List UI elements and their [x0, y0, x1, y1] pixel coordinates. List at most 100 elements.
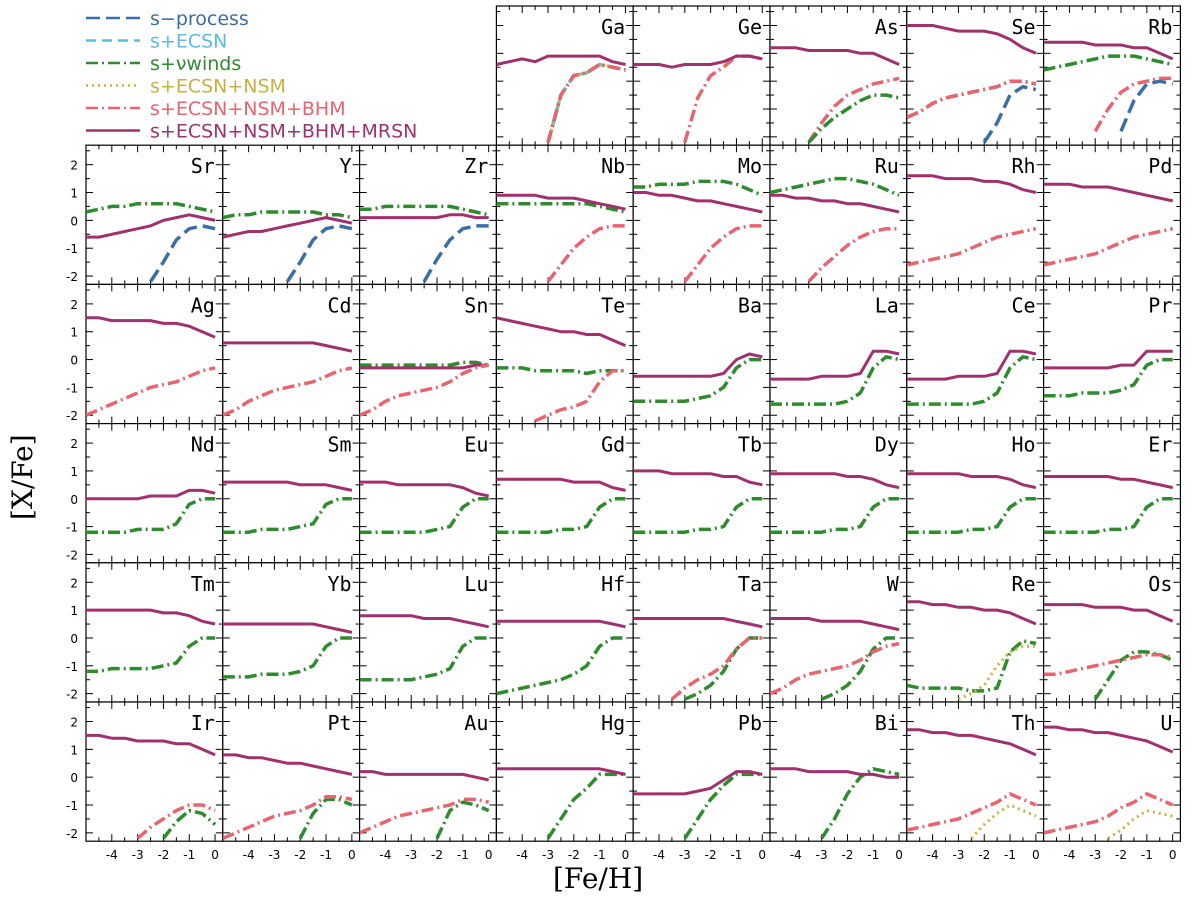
element-label: Eu — [464, 433, 488, 457]
legend-label: s+ECSN+NSM+BHM — [150, 98, 346, 120]
panel-frame — [906, 423, 1045, 564]
panel-Tm: Tm -2 -1 0 1 2 — [66, 562, 224, 703]
series-line-s+ECSN+NSM+BHM — [222, 366, 353, 417]
element-label: Nd — [191, 433, 215, 457]
y-tick-label: 0 — [70, 214, 78, 228]
x-tick-label: -4 — [653, 848, 665, 862]
series-line-s+ECSN+NSM+BHM — [359, 363, 490, 417]
panel-Hg: Hg -4 -3 -2 -1 0 — [495, 701, 634, 862]
series-line-s+ECSN+NSM+BHM+MRSN — [86, 608, 216, 626]
legend-label: s+νwinds — [150, 53, 241, 75]
panel-Yb: Yb — [222, 562, 361, 703]
panel-frame — [906, 283, 1045, 425]
y-tick-label: 2 — [70, 437, 78, 451]
panel-Lu: Lu — [359, 562, 498, 703]
panel-frame — [222, 562, 361, 703]
panel-frame — [1042, 562, 1181, 703]
y-tick-label: 0 — [70, 354, 78, 368]
panel-frame — [906, 5, 1045, 146]
panel-frame — [769, 562, 908, 703]
element-label: Pb — [738, 711, 762, 735]
element-label: Nb — [601, 154, 625, 178]
y-tick-label: -1 — [66, 521, 78, 535]
series-line-s+ECSN+NSM+BHM+MRSN — [633, 770, 763, 796]
panel-W: W — [769, 562, 908, 703]
panel-U: U -4 -3 -2 -1 0 — [1042, 701, 1181, 862]
panel-Eu: Eu — [359, 423, 498, 564]
element-label: Lu — [464, 572, 488, 596]
y-tick-label: -2 — [66, 270, 78, 284]
series-line-s+ECSN+NSM+BHM+MRSN — [496, 619, 626, 629]
panel-frame — [1042, 701, 1181, 842]
x-tick-label: -1 — [594, 848, 606, 862]
series-line-s+ECSN+NSM+BHM — [906, 226, 1037, 267]
x-tick-label: -3 — [268, 848, 280, 862]
panel-Te: Te — [495, 283, 634, 425]
y-tick-label: 2 — [70, 298, 78, 312]
panel-Au: Au -4 -3 -2 -1 0 — [359, 701, 498, 862]
series-line-s+ECSN+NSM+BHM — [906, 79, 1037, 120]
x-tick-label: -2 — [1115, 848, 1127, 862]
x-tick-label: 0 — [1169, 848, 1177, 862]
y-tick-label: -2 — [66, 827, 78, 841]
panel-Sr: Sr -2 -1 0 1 2 — [66, 144, 224, 285]
series-line-s+nuwinds — [86, 636, 216, 674]
panel-frame — [1042, 423, 1181, 564]
x-tick-label: 0 — [622, 848, 630, 862]
element-label: Zr — [464, 154, 488, 178]
series-line-s+ECSN+NSM+BHM+MRSN — [359, 480, 490, 498]
element-label: Rb — [1148, 15, 1172, 39]
element-label: Te — [601, 293, 625, 317]
series-line-s+ECSN+NSM+BHM+MRSN — [496, 54, 626, 66]
series-line-s+nuwinds — [546, 772, 626, 840]
element-label: Yb — [328, 572, 352, 596]
series-line-s+ECSN+NSM — [970, 803, 1037, 840]
series-line-s+ECSN+NSM+BHM+MRSN — [86, 488, 216, 501]
x-tick-label: -3 — [132, 848, 144, 862]
panel-Cd: Cd — [222, 283, 361, 425]
series-line-s+nuwinds — [820, 767, 900, 840]
legend-label: s+ECSN+NSM+BHM+MRSN — [150, 121, 417, 143]
series-line-s+ECSN+NSM+BHM+MRSN — [496, 193, 626, 211]
series-line-s+ECSN+NSM+BHM+MRSN — [906, 600, 1037, 626]
x-tick-label: -1 — [320, 848, 332, 862]
panel-frame — [632, 562, 771, 703]
series-line-s+nuwinds — [906, 497, 1036, 534]
series-line-s+ECSN+NSM+BHM+MRSN — [906, 24, 1037, 55]
series-line-s+ECSN+NSM+BHM+MRSN — [359, 213, 489, 220]
panel-frame — [1042, 283, 1181, 425]
series-line-s+nuwinds — [906, 355, 1037, 406]
y-tick-label: 2 — [70, 715, 78, 729]
x-tick-label: -2 — [841, 848, 853, 862]
panel-Os: Os — [1042, 562, 1181, 703]
panel-Rb: Rb — [1042, 5, 1181, 146]
panel-frame — [222, 283, 361, 425]
series-line-s+ECSN+NSM+BHM — [534, 368, 626, 423]
element-label: Se — [1012, 15, 1036, 39]
series-line-s+ECSN+NSM+BHM — [770, 641, 900, 696]
element-label: Th — [1012, 711, 1036, 735]
series-line-s+nuwinds — [86, 497, 216, 534]
panel-frame — [495, 5, 634, 146]
series-line-s+ECSN+NSM+BHM — [807, 226, 900, 283]
element-label: Ir — [191, 711, 215, 735]
panel-Er: Er — [1042, 423, 1181, 564]
y-tick-label: 1 — [70, 604, 78, 618]
panel-Sm: Sm — [222, 423, 361, 564]
series-line-s+nuwinds — [770, 355, 900, 406]
element-label: Ce — [1012, 293, 1036, 317]
series-line-s+nuwinds — [435, 800, 490, 840]
element-label: Ho — [1012, 433, 1036, 457]
x-tick-label: 0 — [758, 848, 766, 862]
series-line-s+ECSN+NSM+BHM — [546, 62, 626, 143]
series-line-s+nuwinds — [162, 808, 217, 840]
series-line-s+ECSN+NSM+BHM+MRSN — [1043, 349, 1173, 370]
series-line-s+ECSN+NSM+BHM — [807, 76, 900, 144]
panel-Ho: Ho — [906, 423, 1045, 564]
element-label: Hf — [601, 572, 625, 596]
legend-label: s+ECSN — [150, 31, 227, 53]
series-line-s+ECSN+NSM — [1107, 809, 1174, 840]
panel-Ta: Ta — [632, 562, 771, 703]
series-line-s+ECSN+NSM+BHM+MRSN — [359, 363, 489, 370]
panel-Gd: Gd — [495, 423, 634, 564]
